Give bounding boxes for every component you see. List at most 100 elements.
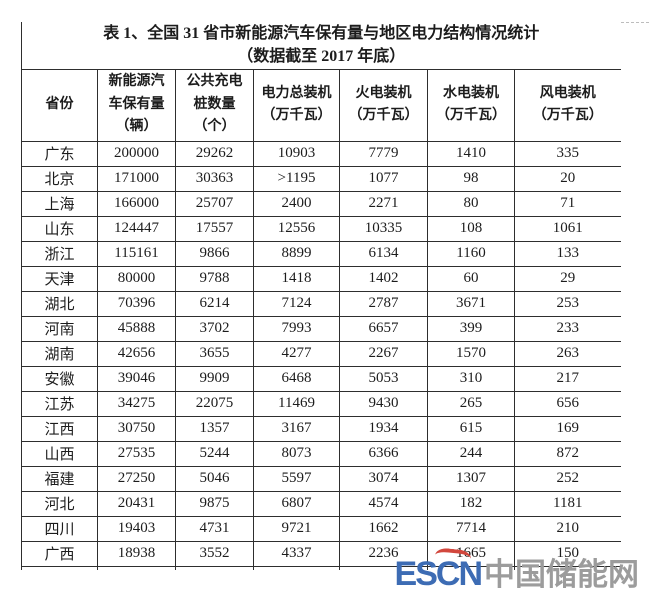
table-row: 上海 166000 25707 2400 2271 80 71 <box>21 190 621 217</box>
table-row: 湖南 42656 3655 4277 2267 1570 263 <box>21 340 621 367</box>
table-row: 山东 124447 17557 12556 10335 108 1061 <box>21 215 621 242</box>
value-cell: 1160 <box>427 240 515 267</box>
value-cell: 1570 <box>427 340 515 367</box>
value-cell: 115161 <box>97 240 176 267</box>
value-cell: 166000 <box>97 190 176 217</box>
value-cell: 25707 <box>175 190 254 217</box>
watermark-logo: ESCN 中国储能网 <box>395 547 639 593</box>
value-cell: 200000 <box>97 140 176 167</box>
value-cell: 3671 <box>427 290 515 317</box>
column-header: 风电装机 （万千瓦） <box>514 68 621 142</box>
province-cell: 浙江 <box>21 240 98 267</box>
value-cell: 265 <box>427 390 515 417</box>
cropped-row-stub <box>21 566 621 570</box>
value-cell: 310 <box>427 365 515 392</box>
value-cell: 233 <box>514 315 621 342</box>
value-cell: 4337 <box>253 540 340 567</box>
table-title-line1: 表 1、全国 31 省市新能源汽车保有量与地区电力结构情况统计 <box>103 25 540 43</box>
value-cell: 30750 <box>97 415 176 442</box>
value-cell: 10903 <box>253 140 340 167</box>
value-cell: 5046 <box>175 465 254 492</box>
value-cell: 27250 <box>97 465 176 492</box>
value-cell: 3702 <box>175 315 254 342</box>
watermark-site-name: 中国储能网 <box>484 557 639 592</box>
value-cell: 217 <box>514 365 621 392</box>
value-cell: 12556 <box>253 215 340 242</box>
value-cell: 7714 <box>427 515 515 542</box>
column-header: 公共充电 桩数量 （个） <box>175 68 254 142</box>
province-cell: 福建 <box>21 465 98 492</box>
province-cell: 河北 <box>21 490 98 517</box>
value-cell: 169 <box>514 415 621 442</box>
table-row: 北京 171000 30363 >1195 1077 98 20 <box>21 165 621 192</box>
province-cell: 广西 <box>21 540 98 567</box>
value-cell: 3074 <box>339 465 428 492</box>
table-row: 安徽 39046 9909 6468 5053 310 217 <box>21 365 621 392</box>
value-cell: 60 <box>427 265 515 292</box>
cropped-cell-stub <box>253 566 340 570</box>
value-cell: 30363 <box>175 165 254 192</box>
province-cell: 山西 <box>21 440 98 467</box>
value-cell: 1307 <box>427 465 515 492</box>
value-cell: 22075 <box>175 390 254 417</box>
value-cell: 2271 <box>339 190 428 217</box>
value-cell: 4574 <box>339 490 428 517</box>
value-cell: 252 <box>514 465 621 492</box>
value-cell: 9909 <box>175 365 254 392</box>
value-cell: 34275 <box>97 390 176 417</box>
value-cell: 2267 <box>339 340 428 367</box>
table-row: 广东 200000 29262 10903 7779 1410 335 <box>21 140 621 167</box>
province-cell: 安徽 <box>21 365 98 392</box>
table-title-line2: （数据截至 2017 年底） <box>237 48 406 66</box>
table-title: 表 1、全国 31 省市新能源汽车保有量与地区电力结构情况统计 （数据截至 20… <box>21 22 621 70</box>
province-cell: 江西 <box>21 415 98 442</box>
value-cell: 7779 <box>339 140 428 167</box>
column-header: 省份 <box>21 68 98 142</box>
value-cell: 11469 <box>253 390 340 417</box>
value-cell: 9788 <box>175 265 254 292</box>
table-row: 浙江 115161 9866 8899 6134 1160 133 <box>21 240 621 267</box>
province-cell: 广东 <box>21 140 98 167</box>
table-row: 河南 45888 3702 7993 6657 399 233 <box>21 315 621 342</box>
province-cell: 湖北 <box>21 290 98 317</box>
table-row: 天津 80000 9788 1418 1402 60 29 <box>21 265 621 292</box>
cropped-cell-stub <box>175 566 254 570</box>
value-cell: 244 <box>427 440 515 467</box>
column-header: 新能源汽 车保有量 （辆） <box>97 68 176 142</box>
value-cell: 1665 <box>427 540 515 567</box>
province-cell: 天津 <box>21 265 98 292</box>
province-cell: 江苏 <box>21 390 98 417</box>
table-row: 四川 19403 4731 9721 1662 7714 210 <box>21 515 621 542</box>
value-cell: 615 <box>427 415 515 442</box>
statistics-table: 表 1、全国 31 省市新能源汽车保有量与地区电力结构情况统计 （数据截至 20… <box>21 22 621 570</box>
value-cell: 80000 <box>97 265 176 292</box>
value-cell: 182 <box>427 490 515 517</box>
value-cell: 18938 <box>97 540 176 567</box>
escn-logo-text: ESCN <box>395 547 483 593</box>
value-cell: 7993 <box>253 315 340 342</box>
value-cell: 9430 <box>339 390 428 417</box>
value-cell: 20 <box>514 165 621 192</box>
value-cell: 5597 <box>253 465 340 492</box>
column-header: 水电装机 （万千瓦） <box>427 68 515 142</box>
value-cell: 42656 <box>97 340 176 367</box>
table-row: 河北 20431 9875 6807 4574 182 1181 <box>21 490 621 517</box>
title-row: 表 1、全国 31 省市新能源汽车保有量与地区电力结构情况统计 （数据截至 20… <box>21 22 621 70</box>
table-row: 山西 27535 5244 8073 6366 244 872 <box>21 440 621 467</box>
value-cell: 70396 <box>97 290 176 317</box>
table-row: 广西 18938 3552 4337 2236 1665 150 <box>21 540 621 567</box>
value-cell: 9721 <box>253 515 340 542</box>
value-cell: 6366 <box>339 440 428 467</box>
value-cell: 2236 <box>339 540 428 567</box>
value-cell: 3655 <box>175 340 254 367</box>
value-cell: 1418 <box>253 265 340 292</box>
value-cell: 656 <box>514 390 621 417</box>
table-row: 江西 30750 1357 3167 1934 615 169 <box>21 415 621 442</box>
value-cell: 171000 <box>97 165 176 192</box>
value-cell: 1181 <box>514 490 621 517</box>
value-cell: 9866 <box>175 240 254 267</box>
value-cell: 80 <box>427 190 515 217</box>
value-cell: 3167 <box>253 415 340 442</box>
province-cell: 河南 <box>21 315 98 342</box>
value-cell: 1402 <box>339 265 428 292</box>
